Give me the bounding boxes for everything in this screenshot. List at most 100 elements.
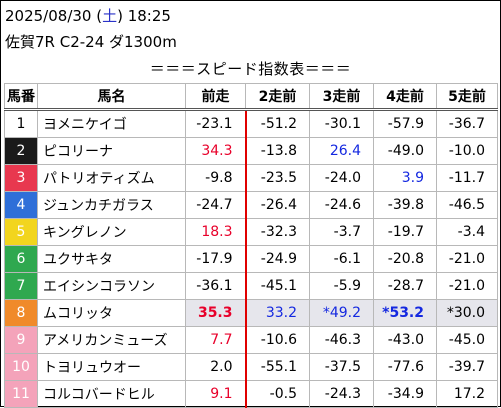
speed-index-3: -30.1: [309, 109, 374, 138]
horse-name: ムコリッタ: [37, 299, 186, 327]
horse-name: ジュンカチガラス: [37, 191, 186, 219]
speed-index-2: -55.1: [245, 353, 310, 381]
col-header-2-races-ago: 2走前: [245, 83, 310, 111]
speed-index-4: -28.7: [373, 272, 437, 300]
table-row: 10 トヨリュウオー 2.0 -55.1 -37.5 -77.6 -39.7: [4, 353, 498, 381]
horse-name: ヨメニケイゴ: [37, 109, 186, 138]
horse-number: 3: [4, 164, 38, 192]
speed-index-5: -21.0: [436, 245, 498, 273]
speed-index-2: -51.2: [245, 109, 310, 138]
speed-index-3: 26.4: [309, 137, 374, 165]
speed-index-4: -49.0: [373, 137, 437, 165]
speed-index-2: -45.1: [245, 272, 310, 300]
race-datetime: 2025/08/30 (土) 18:25: [5, 6, 171, 26]
horse-number: 11: [4, 380, 38, 408]
speed-index-3: -3.7: [309, 218, 374, 246]
horse-number: 5: [4, 218, 38, 246]
speed-index-1: 34.3: [185, 137, 247, 165]
speed-index-3: *49.2: [309, 299, 374, 327]
speed-index-2: -10.6: [245, 326, 310, 354]
date-text: 2025/08/30 (: [5, 7, 103, 25]
speed-index-1: -36.1: [185, 272, 247, 300]
speed-index-3: -24.0: [309, 164, 374, 192]
horse-number: 7: [4, 272, 38, 300]
horse-number: 8: [4, 299, 38, 327]
table-row: 2 ピコリーナ 34.3 -13.8 26.4 -49.0 -10.0: [4, 137, 498, 165]
horse-name: パトリオティズム: [37, 164, 186, 192]
speed-index-2: -0.5: [245, 380, 310, 408]
horse-number: 6: [4, 245, 38, 273]
horse-name: エイシンコラソン: [37, 272, 186, 300]
horse-name: キングレノン: [37, 218, 186, 246]
table-header-row: 馬番 馬名 前走 2走前 3走前 4走前 5走前: [4, 83, 498, 111]
speed-index-4: 3.9: [373, 164, 437, 192]
horse-number: 10: [4, 353, 38, 381]
col-header-5-races-ago: 5走前: [436, 83, 498, 111]
weekday-text: 土: [102, 7, 118, 25]
speed-index-4: -57.9: [373, 109, 437, 138]
horse-number: 2: [4, 137, 38, 165]
horse-number: 4: [4, 191, 38, 219]
speed-index-2: -26.4: [245, 191, 310, 219]
speed-index-3: -46.3: [309, 326, 374, 354]
speed-index-5: -46.5: [436, 191, 498, 219]
speed-index-5: -45.0: [436, 326, 498, 354]
speed-index-1: -23.1: [185, 109, 247, 138]
speed-index-4: -34.9: [373, 380, 437, 408]
speed-index-4: -19.7: [373, 218, 437, 246]
speed-index-4: -77.6: [373, 353, 437, 381]
speed-index-2: -32.3: [245, 218, 310, 246]
speed-index-5: *30.0: [436, 299, 498, 327]
speed-index-3: -24.3: [309, 380, 374, 408]
col-header-number: 馬番: [4, 83, 38, 111]
horse-name: ユクサキタ: [37, 245, 186, 273]
table-body: 1 ヨメニケイゴ -23.1 -51.2 -30.1 -57.9 -36.7 2 ピコリーナ 34…: [4, 109, 498, 408]
table-row: 5 キングレノン 18.3 -32.3 -3.7 -19.7 -3.4: [4, 218, 498, 246]
speed-index-4: -20.8: [373, 245, 437, 273]
speed-index-3: -37.5: [309, 353, 374, 381]
horse-name: ピコリーナ: [37, 137, 186, 165]
speed-index-2: -24.9: [245, 245, 310, 273]
horse-number: 9: [4, 326, 38, 354]
speed-index-1: 18.3: [185, 218, 247, 246]
table-title: ＝＝＝スピード指数表＝＝＝: [149, 60, 352, 78]
horse-name: アメリカンミューズ: [37, 326, 186, 354]
speed-index-4: -39.8: [373, 191, 437, 219]
time-text: ) 18:25: [117, 7, 171, 25]
col-header-3-races-ago: 3走前: [309, 83, 374, 111]
col-header-4-races-ago: 4走前: [373, 83, 437, 111]
table-row: 4 ジュンカチガラス -24.7 -26.4 -24.6 -39.8 -46.5: [4, 191, 498, 219]
speed-index-1: 2.0: [185, 353, 247, 381]
speed-index-3: -24.6: [309, 191, 374, 219]
speed-index-2: -13.8: [245, 137, 310, 165]
speed-index-4: -43.0: [373, 326, 437, 354]
col-header-horse-name: 馬名: [37, 83, 186, 111]
speed-index-5: -21.0: [436, 272, 498, 300]
speed-index-1: 9.1: [185, 380, 247, 408]
speed-index-table: 馬番 馬名 前走 2走前 3走前 4走前 5走前 1 ヨメニケイゴ -23.1 -51…: [4, 83, 498, 408]
speed-index-1: 35.3: [185, 299, 247, 327]
speed-index-1: -17.9: [185, 245, 247, 273]
race-info: 佐賀7R C2-24 ダ1300m: [5, 33, 177, 51]
horse-name: コルコバードヒル: [37, 380, 186, 408]
table-row: 8 ムコリッタ 35.3 33.2 *49.2 *53.2 *30.0: [4, 299, 498, 327]
speed-index-3: -5.9: [309, 272, 374, 300]
speed-index-1: -24.7: [185, 191, 247, 219]
speed-index-5: -11.7: [436, 164, 498, 192]
speed-index-2: 33.2: [245, 299, 310, 327]
horse-number: 1: [4, 109, 38, 138]
speed-index-5: -39.7: [436, 353, 498, 381]
col-header-last-race: 前走: [185, 83, 246, 111]
horse-name: トヨリュウオー: [37, 353, 186, 381]
speed-index-1: 7.7: [185, 326, 247, 354]
table-row: 11 コルコバードヒル 9.1 -0.5 -24.3 -34.9 17.2: [4, 380, 498, 408]
speed-index-5: 17.2: [436, 380, 498, 408]
speed-index-1: -9.8: [185, 164, 247, 192]
speed-index-2: -23.5: [245, 164, 310, 192]
speed-index-3: -6.1: [309, 245, 374, 273]
speed-index-4: *53.2: [373, 299, 437, 327]
speed-index-5: -36.7: [436, 109, 498, 138]
table-row: 6 ユクサキタ -17.9 -24.9 -6.1 -20.8 -21.0: [4, 245, 498, 273]
speed-index-5: -3.4: [436, 218, 498, 246]
